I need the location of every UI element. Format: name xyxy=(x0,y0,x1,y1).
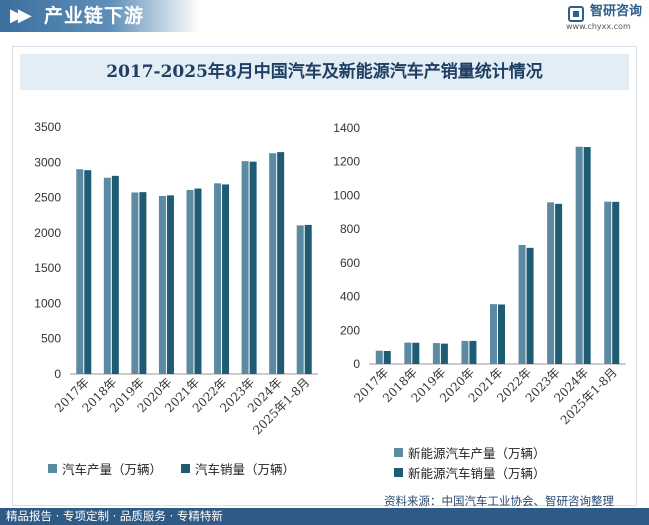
legend-item-nev-sales: 新能源汽车销量（万辆） xyxy=(394,463,546,482)
header-accent-band: ▶▶ 产业链下游 xyxy=(0,0,200,32)
legend-item-car-sales: 汽车销量（万辆） xyxy=(181,459,295,478)
left-y-tick-label: 500 xyxy=(41,332,61,346)
right-y-tick-label: 200 xyxy=(340,323,360,337)
brand-name: 智研咨询 xyxy=(590,4,643,19)
right-bar-production xyxy=(604,201,612,364)
left-y-tick-label: 1500 xyxy=(34,261,61,275)
left-y-tick-label: 3000 xyxy=(34,155,61,169)
left-bar-sales xyxy=(84,170,92,374)
legend-item-car-production: 汽车产量（万辆） xyxy=(48,459,162,478)
left-bar-production xyxy=(158,195,166,374)
right-y-tick-label: 1400 xyxy=(333,121,360,135)
left-y-tick-label: 1000 xyxy=(34,296,61,310)
left-bar-sales xyxy=(139,192,147,374)
left-bar-production xyxy=(241,161,249,374)
right-bar-production xyxy=(432,343,440,364)
left-bar-sales xyxy=(304,224,312,374)
left-bar-sales xyxy=(194,188,202,374)
right-bar-sales xyxy=(526,247,534,364)
right-y-tick-label: 1000 xyxy=(333,188,360,202)
right-bar-sales xyxy=(583,147,591,364)
legend-label: 新能源汽车产量（万辆） xyxy=(408,446,546,461)
legend-swatch-icon xyxy=(181,464,190,473)
left-y-tick-label: 0 xyxy=(54,367,61,381)
left-bar-sales xyxy=(277,152,285,374)
left-y-tick-label: 3500 xyxy=(34,120,61,134)
chart-title: 2017-2025年8月中国汽车及新能源汽车产销量统计情况 xyxy=(106,62,543,82)
legend-label: 新能源汽车销量（万辆） xyxy=(408,466,546,481)
right-bar-sales xyxy=(469,340,477,364)
top-bar: ▶▶ 产业链下游 智研咨询 www.chyxx.com xyxy=(0,0,649,32)
legend-swatch-icon xyxy=(394,448,403,457)
legend-item-nev-production: 新能源汽车产量（万辆） xyxy=(394,443,546,462)
right-y-tick-label: 400 xyxy=(340,290,360,304)
right-y-tick-label: 600 xyxy=(340,256,360,270)
right-bar-sales xyxy=(498,304,505,364)
legend-label: 汽车销量（万辆） xyxy=(195,462,296,477)
left-bar-production xyxy=(296,225,304,374)
legend-swatch-icon xyxy=(394,468,403,477)
right-bar-production xyxy=(461,340,469,364)
right-bar-production xyxy=(518,244,526,364)
left-bar-production xyxy=(269,153,277,374)
left-bar-production xyxy=(131,192,139,374)
right-bar-sales xyxy=(412,342,420,364)
left-bar-production xyxy=(76,169,84,374)
brand-logo-icon xyxy=(568,6,584,22)
left-y-tick-label: 2500 xyxy=(34,191,61,205)
footer-bar: 精品报告 · 专项定制 · 品质服务 · 专精特新 xyxy=(0,508,649,525)
right-bar-sales xyxy=(555,203,563,364)
right-bar-sales xyxy=(612,201,620,364)
left-bar-sales xyxy=(222,184,230,374)
right-bar-production xyxy=(547,202,555,364)
brand-url: www.chyxx.com xyxy=(566,22,631,31)
left-bar-sales xyxy=(249,161,257,374)
right-bar-production xyxy=(375,350,383,364)
left-bar-production xyxy=(186,189,194,374)
chart-title-band: 2017-2025年8月中国汽车及新能源汽车产销量统计情况 xyxy=(20,54,629,90)
right-y-tick-label: 1200 xyxy=(333,155,360,169)
left-y-tick-label: 2000 xyxy=(34,226,61,240)
source-note: 资料来源：中国汽车工业协会、智研咨询整理 xyxy=(384,494,614,508)
left-bar-production xyxy=(103,177,111,374)
legend-swatch-icon xyxy=(48,464,57,473)
legend-label: 汽车产量（万辆） xyxy=(62,462,163,477)
right-bar-sales xyxy=(383,351,391,364)
left-bar-sales xyxy=(111,175,119,374)
left-bar-production xyxy=(214,183,222,374)
section-title: 产业链下游 xyxy=(44,5,145,27)
right-y-tick-label: 0 xyxy=(353,357,360,371)
left-bar-sales xyxy=(166,195,174,374)
right-bar-production xyxy=(404,342,412,364)
right-bar-production xyxy=(490,304,497,364)
right-bar-production xyxy=(575,146,583,364)
right-bar-sales xyxy=(440,343,448,364)
footer-tagline: 精品报告 · 专项定制 · 品质服务 · 专精特新 xyxy=(6,509,223,523)
right-y-tick-label: 800 xyxy=(340,222,360,236)
